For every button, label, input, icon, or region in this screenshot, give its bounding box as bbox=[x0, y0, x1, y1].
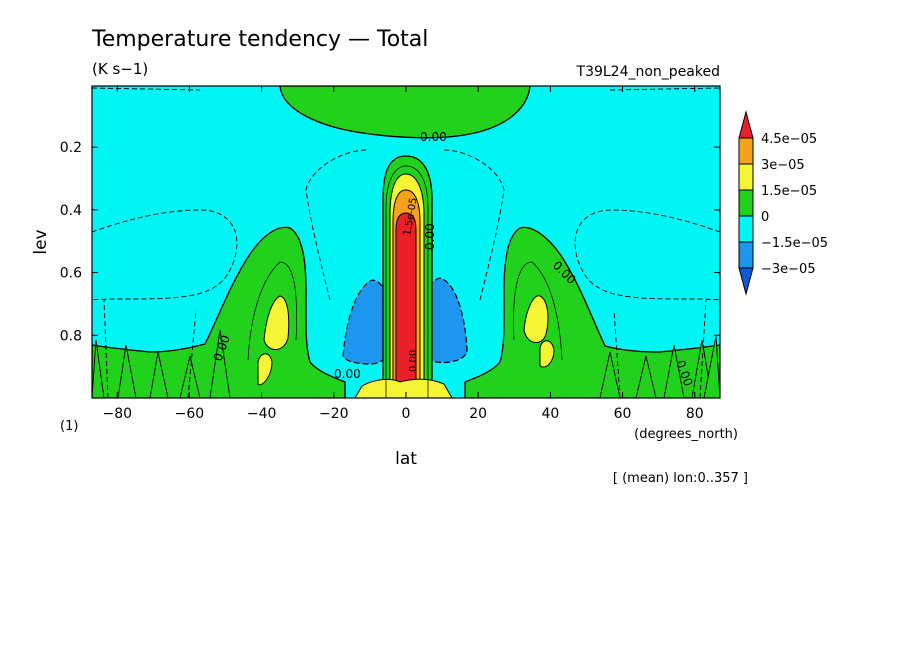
contour-region-south-green bbox=[92, 226, 346, 398]
colorbar: 4.5e−05 3e−05 1.5e−05 0 −1.5e−05 −3e−05 bbox=[738, 110, 828, 296]
contour-region-north-green bbox=[464, 226, 720, 398]
x-tick-label: −40 bbox=[247, 406, 277, 422]
x-axis-title: lat bbox=[395, 449, 417, 469]
y-units-label: (1) bbox=[60, 419, 78, 434]
x-tick-label: 0 bbox=[402, 406, 411, 422]
contour-region-north-yellow-1 bbox=[523, 295, 549, 343]
colorbar-top-arrow bbox=[738, 110, 754, 139]
colorbar-box bbox=[738, 137, 754, 165]
colorbar-box bbox=[738, 241, 754, 269]
contour-region-equator-red bbox=[395, 212, 417, 398]
colorbar-label: 4.5e−05 bbox=[761, 132, 817, 147]
contour-label-surface: 0.00 bbox=[334, 367, 361, 381]
x-tick-label: −20 bbox=[319, 406, 349, 422]
positive-contour-lines bbox=[247, 165, 563, 398]
y-tick-label: 0.6 bbox=[60, 266, 82, 282]
negative-contour-lines bbox=[92, 87, 720, 398]
contour-region-upper-dome bbox=[279, 86, 531, 139]
run-label: T39L24_non_peaked bbox=[576, 64, 720, 80]
x-tick-label: −80 bbox=[102, 406, 132, 422]
colorbar-box bbox=[738, 163, 754, 191]
contour-region-north-yellow-2 bbox=[539, 340, 555, 368]
colorbar-box bbox=[738, 189, 754, 217]
contour-region-surface-yellow bbox=[354, 378, 453, 398]
contour-region-equator-cool-south bbox=[342, 279, 393, 365]
colorbar-label: −3e−05 bbox=[761, 262, 816, 277]
x-tick-label: 20 bbox=[469, 406, 487, 422]
colorbar-bottom-arrow bbox=[738, 267, 754, 296]
contour-field: 0.00 0.00 0.00 0.00 0.00 0.00 1.5e-05 0.… bbox=[92, 86, 720, 398]
contour-label-dome: 0.00 bbox=[420, 130, 447, 144]
x-tick-label: 80 bbox=[686, 406, 704, 422]
x-axis: −80 −60 −40 −20 0 20 40 60 80 bbox=[102, 86, 704, 422]
colorbar-label: 0 bbox=[761, 210, 769, 225]
mean-note: [ (mean) lon:0..357 ] bbox=[613, 471, 748, 486]
y-axis-title: lev bbox=[31, 229, 51, 254]
y-tick-label: 0.2 bbox=[60, 140, 82, 156]
y-axis: 0.2 0.4 0.6 0.8 bbox=[60, 140, 720, 344]
surface-spikes-south bbox=[92, 329, 231, 398]
colorbar-box bbox=[738, 215, 754, 243]
y-tick-label: 0.4 bbox=[60, 203, 82, 219]
chart-title: Temperature tendency — Total bbox=[91, 27, 428, 52]
contour-label-equator-base: 0.00 bbox=[408, 350, 419, 372]
x-tick-label: 40 bbox=[541, 406, 559, 422]
surface-spikes-north bbox=[599, 335, 720, 398]
colorbar-label: 3e−05 bbox=[761, 158, 805, 173]
contour-label-equator-east: 0.00 bbox=[423, 223, 437, 250]
colorbar-label: −1.5e−05 bbox=[761, 236, 828, 251]
units-label: (K s−1) bbox=[92, 60, 148, 78]
x-tick-label: −60 bbox=[175, 406, 205, 422]
x-tick-label: 60 bbox=[614, 406, 632, 422]
y-tick-label: 0.8 bbox=[60, 328, 82, 344]
colorbar-label: 1.5e−05 bbox=[761, 184, 817, 199]
x-units-label: (degrees_north) bbox=[634, 427, 738, 442]
contour-region-south-yellow-2 bbox=[257, 353, 273, 386]
contour-region-south-yellow-1 bbox=[263, 295, 290, 350]
